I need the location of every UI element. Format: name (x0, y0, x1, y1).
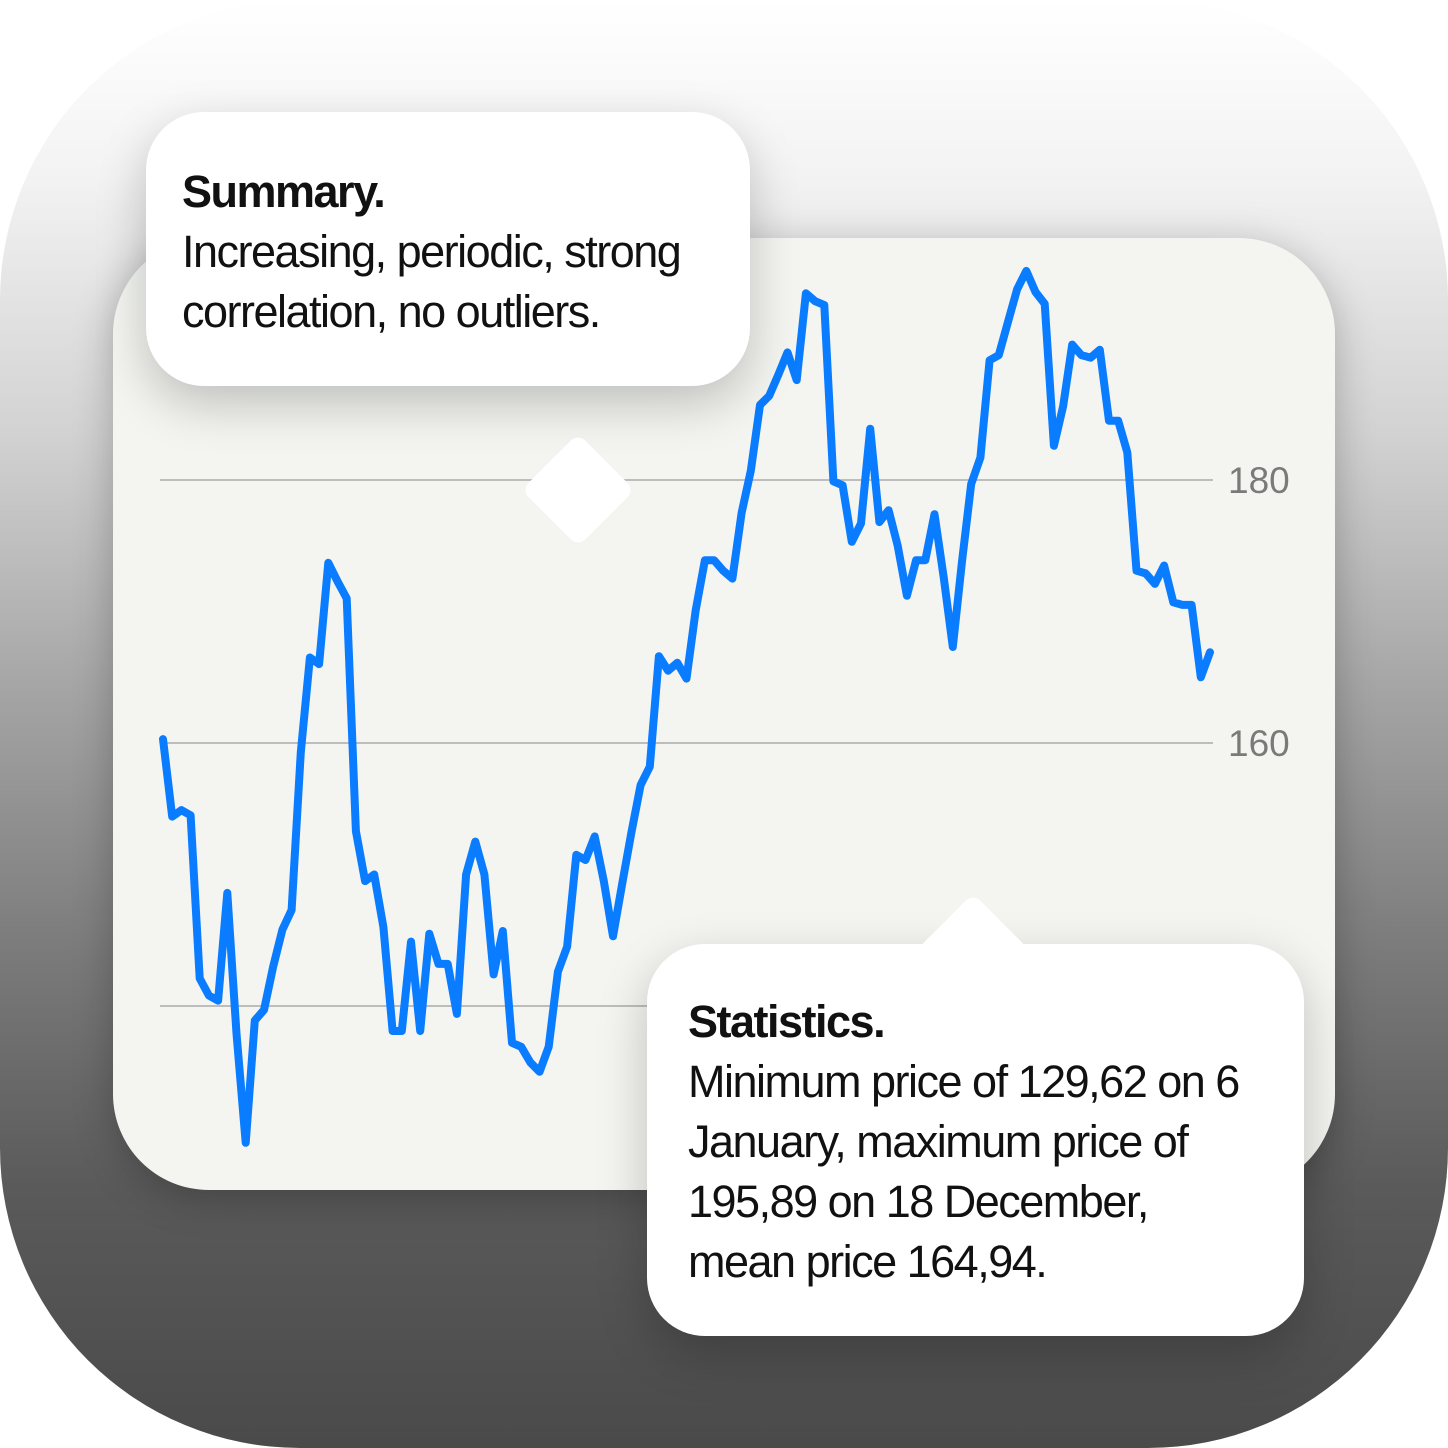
summary-text: Increasing, periodic, strong correlation… (182, 226, 682, 337)
price-series-line (159, 266, 1214, 1147)
summary-callout: Summary. Increasing, periodic, strong co… (146, 112, 750, 547)
summary-title: Summary. (182, 166, 386, 217)
statistics-text: Minimum price of 129,62 on 6 January, ma… (688, 1056, 1240, 1287)
statistics-title: Statistics. (688, 996, 886, 1047)
y-tick-label-160: 160 (1228, 723, 1290, 764)
line-chart: 160 180 (159, 266, 1290, 1147)
statistics-callout: Statistics. Minimum price of 129,62 on 6… (647, 893, 1304, 1336)
y-tick-label-180: 180 (1228, 460, 1290, 501)
